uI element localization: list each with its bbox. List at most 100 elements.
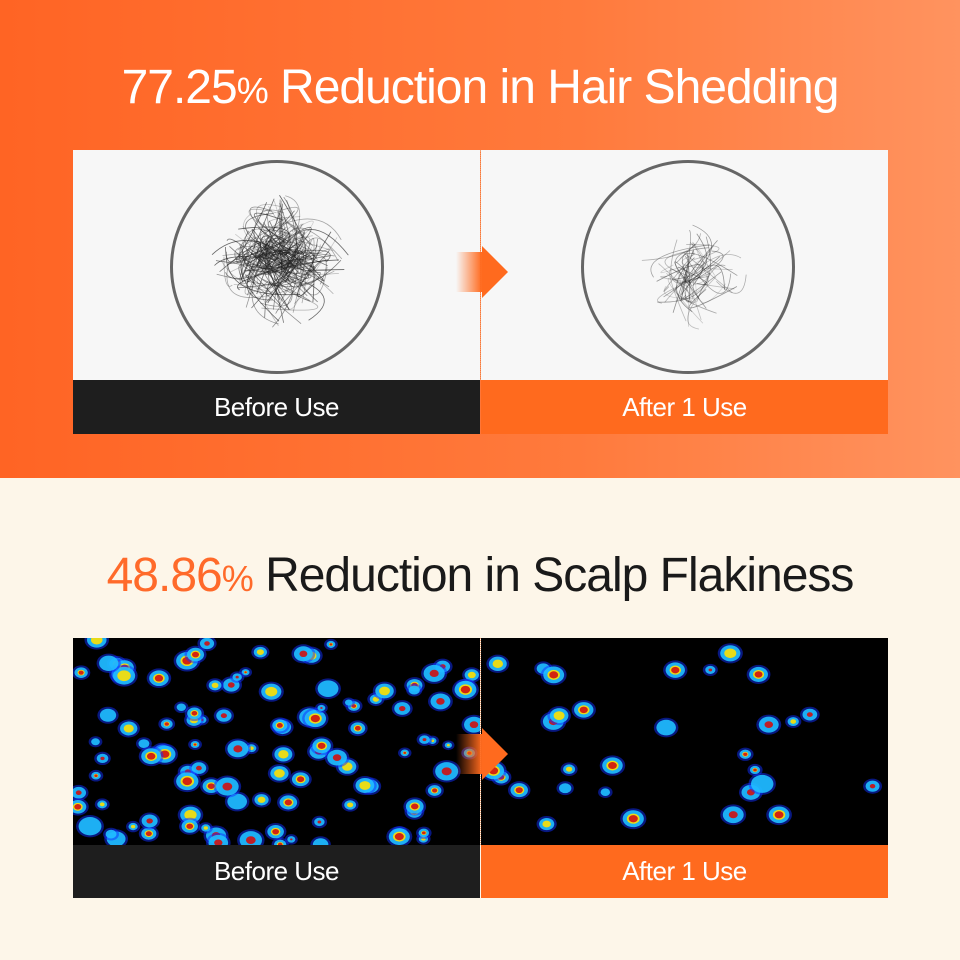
flake-spot [272, 828, 280, 835]
flake-spot [549, 671, 559, 679]
flake-spot [78, 670, 84, 675]
flakiness-percent: 48.86 [106, 549, 223, 602]
hair-strand [281, 227, 343, 271]
hair-strand [689, 242, 704, 283]
flake-spot [399, 705, 406, 712]
flake-spot [441, 767, 452, 776]
flake-spot [446, 744, 450, 747]
hair-strand [681, 253, 733, 270]
flake-spot [354, 725, 361, 731]
hair-strand [660, 263, 690, 274]
hair-strand [261, 237, 285, 256]
hair-strand [265, 234, 331, 261]
arrow-tail [456, 734, 482, 774]
hair-strand [680, 264, 725, 295]
hair-strand [225, 202, 268, 263]
flake-spot [146, 752, 156, 760]
scalp-comparison-panel: Before Use After 1 Use [73, 638, 888, 898]
flake-spot [317, 742, 326, 749]
hair-strand [247, 246, 287, 269]
hair-strand [265, 235, 290, 301]
flake-spot [421, 831, 426, 835]
hair-strand [692, 242, 710, 283]
flake-spot [750, 774, 774, 793]
hair-strand [656, 264, 703, 287]
hair-strand [238, 226, 290, 243]
shedding-caption: Reduction in Hair Shedding [267, 61, 839, 114]
hair-strand [211, 240, 295, 261]
hair-strand [691, 250, 724, 282]
hair-shedding-section: 77.25% Reduction in Hair Shedding Before… [0, 0, 960, 478]
flake-spot [276, 723, 283, 728]
flake-spot [256, 649, 264, 655]
hair-strand [256, 249, 291, 274]
flake-spot [403, 751, 407, 754]
hair-strand [264, 203, 291, 255]
hair-strand [678, 275, 695, 303]
after-use-label: After 1 Use [481, 380, 888, 434]
hair-strand [262, 243, 274, 260]
flake-spot [754, 671, 763, 678]
hair-strand [237, 218, 342, 251]
flake-spot [145, 831, 152, 837]
flake-spot [220, 713, 227, 719]
hair-strand [292, 238, 315, 313]
flake-spot [154, 674, 164, 682]
hair-strand [259, 249, 331, 263]
flake-spot [806, 712, 813, 717]
flake-spot [99, 802, 105, 807]
flake-spot [233, 745, 243, 753]
hair-strand [246, 210, 295, 301]
hair-strand [238, 264, 281, 305]
flake-spot [329, 643, 333, 646]
hair-strand [225, 251, 301, 296]
hair-clump-after [641, 224, 747, 330]
flake-spot [492, 659, 504, 669]
flake-spot [558, 783, 572, 794]
hair-strand [675, 276, 717, 314]
hair-strand [287, 275, 325, 321]
hair-strand [675, 255, 709, 301]
flake-spot [600, 788, 611, 796]
flake-spot [553, 711, 565, 720]
hair-strand [667, 278, 704, 324]
hair-strand [657, 272, 711, 304]
hair-strand [236, 249, 291, 264]
flake-spot [146, 818, 153, 824]
hair-strand [215, 260, 289, 289]
hair-strand [291, 253, 325, 282]
flake-spot [743, 752, 748, 757]
hair-strand [222, 209, 280, 256]
hair-strand [657, 236, 711, 303]
hair-strand [226, 238, 270, 270]
flake-spot [379, 686, 390, 696]
flake-spot [182, 777, 193, 786]
hair-strand [679, 266, 689, 302]
arrow-right-icon [482, 246, 508, 298]
hair-strand [663, 286, 693, 299]
hair-strand [676, 244, 696, 264]
hair-strand [251, 229, 284, 288]
percent-sign: % [236, 70, 269, 111]
flake-spot [203, 826, 208, 830]
hair-strand [229, 232, 306, 270]
flake-spot [207, 783, 215, 789]
hair-strand [680, 229, 691, 301]
hair-strand [284, 254, 315, 303]
flake-spot [90, 638, 103, 645]
flake-spot [186, 823, 194, 829]
hair-strand [650, 244, 710, 278]
hair-strand [250, 251, 301, 272]
hair-strand [669, 268, 689, 322]
hair-strand [685, 245, 714, 303]
percent-sign: % [221, 558, 254, 599]
flake-spot [196, 765, 202, 771]
flake-spot [117, 670, 131, 682]
hair-strand [672, 250, 694, 313]
flake-spot [579, 706, 588, 714]
flake-spot [310, 714, 320, 723]
flake-spot [278, 750, 289, 759]
hair-strand [674, 247, 709, 284]
hair-strand [279, 270, 302, 310]
flake-spot [565, 766, 573, 772]
